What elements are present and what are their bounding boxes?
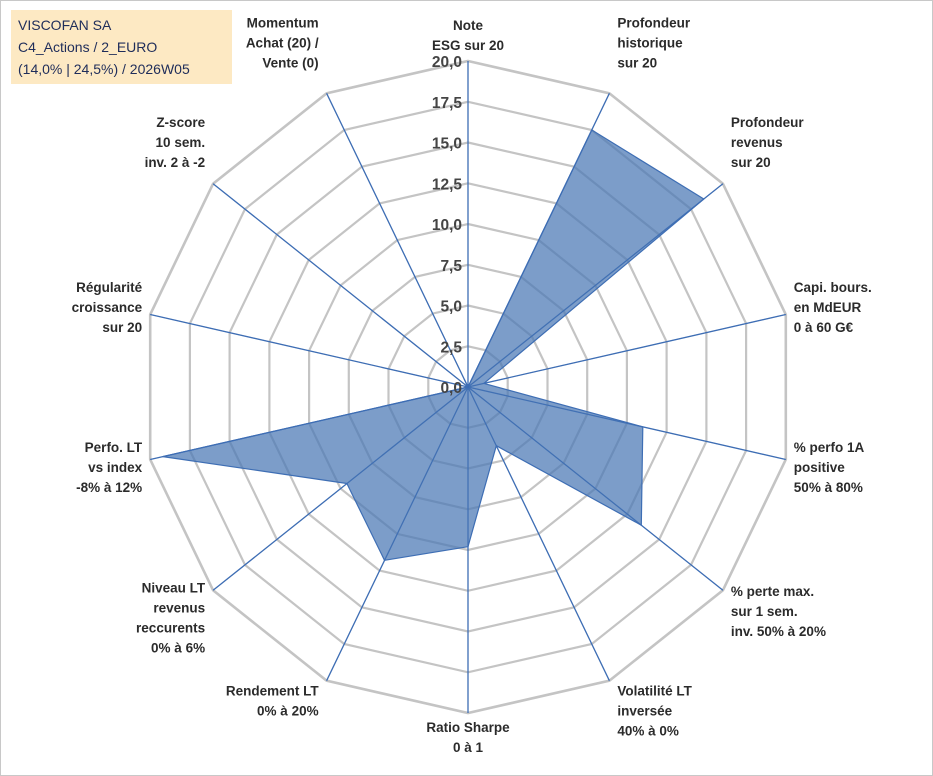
axis-label-line: Note — [453, 18, 483, 33]
axis-label: Niveau LT revenus reccurents 0% à 6% — [136, 581, 206, 656]
axis-label-line: sur 1 sem. — [731, 604, 798, 619]
axis-label-line: revenus — [153, 601, 205, 616]
axis-label-line: en MdEUR — [794, 300, 862, 315]
axis-label-line: Capi. bours. — [794, 280, 872, 295]
tick-label: 12,5 — [432, 176, 463, 193]
axis-label-line: Profondeur — [731, 115, 804, 130]
axis-label-line: Profondeur — [617, 16, 690, 31]
axis-spoke-overlay — [150, 386, 469, 460]
axis-spoke-overlay — [212, 183, 469, 388]
axis-label-line: sur 20 — [617, 56, 657, 71]
axis-label: Rendement LT 0% à 20% — [226, 684, 320, 719]
tick-label: 7,5 — [440, 258, 462, 275]
axis-spoke-overlay — [467, 93, 610, 388]
tick-label: 2,5 — [440, 339, 462, 356]
axis-label-line: inv. 50% à 20% — [731, 624, 826, 639]
axis-label-line: 0% à 20% — [257, 704, 319, 719]
axis-label-line: Niveau LT — [142, 581, 206, 596]
axis-spoke-overlay — [467, 183, 724, 388]
axis-label-line: Ratio Sharpe — [426, 720, 510, 735]
axis-spoke-overlay — [467, 386, 610, 681]
tick-label: 15,0 — [432, 136, 462, 153]
axis-label-line: vs index — [88, 460, 143, 475]
axis-spoke-overlay — [467, 386, 724, 591]
axis-label-line: Achat (20) / — [246, 36, 319, 51]
tick-label: 0,0 — [440, 380, 462, 397]
axis-spoke-overlay — [212, 386, 469, 591]
axis-label: Ratio Sharpe 0 à 1 — [426, 720, 510, 755]
axis-label-line: Régularité — [76, 280, 143, 295]
axis-label-line: Volatilité LT — [617, 683, 692, 698]
axis-label: Perfo. LT vs index -8% à 12% — [76, 440, 143, 495]
axis-label: Volatilité LT inversée 40% à 0% — [617, 683, 692, 738]
company-name: VISCOFAN SA — [18, 17, 112, 33]
tick-label: 10,0 — [432, 217, 462, 234]
axis-label-line: Momentum — [247, 16, 319, 31]
axis-label: Profondeur historique sur 20 — [617, 16, 690, 71]
axis-label-line: historique — [617, 36, 683, 51]
axis-label-line: Rendement LT — [226, 684, 320, 699]
axis-spoke-overlay — [326, 93, 469, 388]
tick-label: 17,5 — [432, 95, 463, 112]
axis-spoke-overlay — [467, 314, 786, 388]
axis-label-line: sur 20 — [102, 320, 142, 335]
axis-label-line: positive — [794, 460, 846, 475]
data-area — [150, 61, 786, 713]
axis-label-line: revenus — [731, 135, 783, 150]
axis-label-line: -8% à 12% — [76, 480, 142, 495]
axis-spoke-overlay — [326, 386, 469, 681]
axis-label-line: % perfo 1A — [794, 440, 865, 455]
axis-label-line: % perte max. — [731, 584, 814, 599]
axis-label-line: Perfo. LT — [85, 440, 143, 455]
axis-label-line: croissance — [72, 300, 143, 315]
axis-label-line: 0 à 60 G€ — [794, 320, 854, 335]
axis-spoke-overlay — [467, 386, 786, 460]
axis-labels: Note ESG sur 20 Profondeur historique sur 20… — [72, 16, 872, 755]
axis-label-line: Vente (0) — [262, 56, 318, 71]
title-box: VISCOFAN SA C4_Actions / 2_EURO (14,0% |… — [11, 10, 232, 84]
portfolio-category: C4_Actions / 2_EURO — [18, 39, 158, 55]
axis-label-line: reccurents — [136, 621, 205, 636]
axis-label-line: 50% à 80% — [794, 480, 863, 495]
tick-label: 20,0 — [432, 54, 462, 71]
axis-label: Z-score 10 sem. inv. 2 à -2 — [145, 115, 206, 170]
axis-label: Régularité croissance sur 20 — [72, 280, 143, 335]
axis-label: % perte max. sur 1 sem. inv. 50% à 20% — [731, 584, 826, 639]
axis-label-line: Z-score — [156, 115, 205, 130]
axis-label-line: 10 sem. — [156, 135, 206, 150]
axis-label: Momentum Achat (20) / Vente (0) — [246, 16, 319, 71]
axis-label-line: 0% à 6% — [151, 641, 205, 656]
axis-spoke-overlay — [150, 314, 469, 388]
tick-label: 5,0 — [440, 299, 462, 316]
axis-label: Note ESG sur 20 — [432, 18, 504, 53]
series-area — [162, 129, 705, 561]
axis-label: Capi. bours. en MdEUR 0 à 60 G€ — [794, 280, 872, 335]
axis-label-line: ESG sur 20 — [432, 38, 504, 53]
axis-label-line: inversée — [617, 703, 672, 718]
axis-label-line: sur 20 — [731, 155, 771, 170]
axis-label: % perfo 1A positive 50% à 80% — [794, 440, 865, 495]
axis-label-line: 0 à 1 — [453, 740, 484, 755]
axis-label-line: inv. 2 à -2 — [145, 155, 206, 170]
axis-label: Profondeur revenus sur 20 — [731, 115, 804, 170]
tick-labels: 0,0 2,5 5,0 7,5 10,0 12,5 15,0 17,5 20,0 — [432, 54, 463, 397]
axis-label-line: 40% à 0% — [617, 723, 679, 738]
score-week: (14,0% | 24,5%) / 2026W05 — [18, 61, 190, 77]
